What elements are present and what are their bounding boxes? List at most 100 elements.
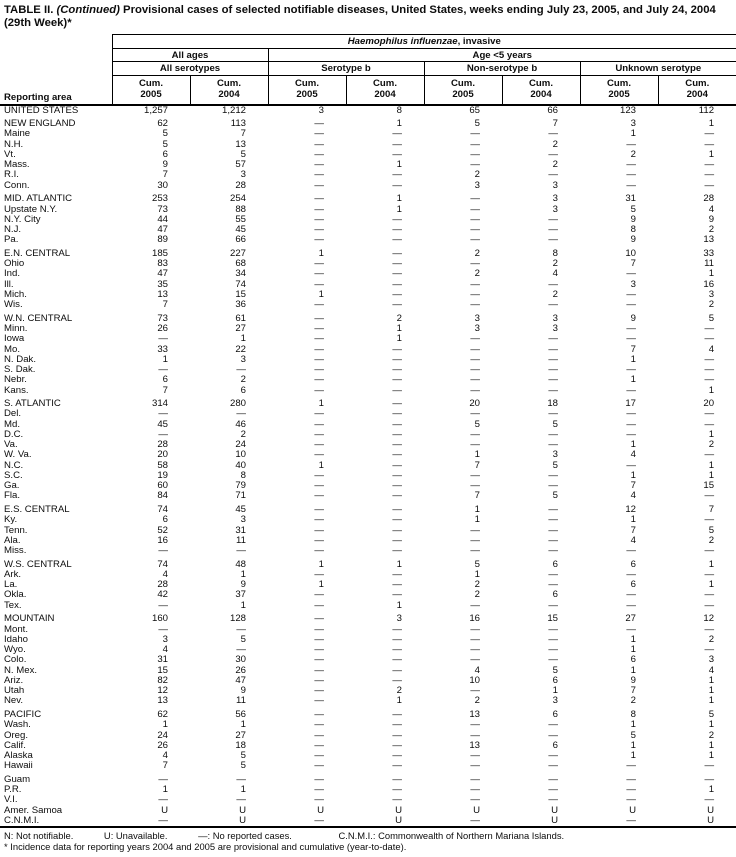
value-cell: 74 <box>157 558 168 570</box>
column-group-age-under-5: Age <5 years <box>267 48 736 62</box>
table-row: E.S. CENTRAL 74 45 — — 1 — 12 7 <box>0 502 736 516</box>
reporting-area-cell: Ohio <box>4 259 25 270</box>
value-cell: 12 <box>625 504 636 516</box>
value-cell: 16 <box>469 613 480 625</box>
value-cell: 26 <box>157 324 168 335</box>
value-cell: 254 <box>229 193 246 205</box>
value-cell: 11 <box>236 696 246 707</box>
value-cell: — <box>314 129 324 140</box>
reporting-area-cell: C.N.M.I. <box>0 815 112 829</box>
value-cell: 4 <box>708 344 715 355</box>
value-cell: 1 <box>630 375 636 386</box>
value-cell: — <box>548 655 558 666</box>
value-cell: — <box>314 334 324 345</box>
value-cell: — <box>314 429 324 440</box>
value-cell: — <box>236 645 246 656</box>
value-cell: — <box>314 180 324 191</box>
value-cell: 6 <box>162 375 168 386</box>
value-cell: 1 <box>396 600 402 611</box>
table-row: Calif. 26 18 — — 13 6 1 1 <box>0 741 736 751</box>
value-cell: 33 <box>703 247 715 259</box>
value-cell: — <box>392 214 402 225</box>
value-cell: — <box>626 795 636 806</box>
value-cell: 1 <box>630 740 636 751</box>
value-cell: 44 <box>157 214 168 225</box>
value-cell: — <box>548 515 558 526</box>
column-header-cum-2005: Cum. 2005 <box>267 75 346 106</box>
value-cell: — <box>470 149 480 160</box>
reporting-area-cell: MID. ATLANTIC <box>4 193 73 205</box>
value-cell: — <box>314 624 324 635</box>
table-row: N. Mex. 15 26 — — 4 5 1 4 <box>0 666 736 676</box>
value-cell: 6 <box>240 385 246 396</box>
value-cell: 2 <box>396 312 402 324</box>
value-cell: — <box>314 118 324 130</box>
value-cell: — <box>470 481 480 492</box>
value-cell: 2 <box>552 289 558 300</box>
value-cell: 9 <box>630 235 636 246</box>
value-cell: 7 <box>552 118 558 130</box>
value-cell: — <box>626 180 636 191</box>
value-cell: — <box>626 334 636 345</box>
value-cell: — <box>392 269 402 280</box>
table-row: Hawaii 7 5 — — — — — — <box>0 761 736 771</box>
value-cell: 6 <box>162 149 168 160</box>
value-cell: — <box>392 259 402 270</box>
value-cell: — <box>392 795 402 806</box>
value-cell: 74 <box>235 279 246 290</box>
value-cell: 6 <box>552 558 558 570</box>
value-cell: 5 <box>240 761 246 772</box>
value-cell: 45 <box>235 225 246 236</box>
value-cell: — <box>470 334 480 345</box>
value-cell: 3 <box>552 450 558 461</box>
value-cell: 6 <box>630 655 636 666</box>
value-cell: — <box>314 279 324 290</box>
value-cell: — <box>392 450 402 461</box>
table-row: Nev. 13 11 — 1 2 3 2 1 <box>0 696 736 706</box>
table-row: Va. 28 24 — — — — 1 2 <box>0 440 736 450</box>
value-cell: — <box>314 730 324 741</box>
reporting-area-cell: N.C. <box>4 460 24 471</box>
value-cell: 36 <box>235 300 246 311</box>
reporting-area-cell: Mich. <box>4 289 27 300</box>
table-row: Wash. 1 1 — — — — 1 1 <box>0 720 736 730</box>
value-cell: 73 <box>157 312 168 324</box>
value-cell: 40 <box>235 460 246 471</box>
value-cell: 47 <box>235 675 246 686</box>
value-cell: 1 <box>708 785 715 796</box>
value-cell: U <box>190 815 268 829</box>
value-cell: — <box>470 761 480 772</box>
value-cell: 6 <box>630 558 636 570</box>
value-cell: 74 <box>157 504 168 516</box>
disease-suffix: , invasive <box>457 36 501 47</box>
value-cell: 7 <box>474 460 480 471</box>
value-cell: 1 <box>630 645 636 656</box>
value-cell: 9 <box>162 160 168 171</box>
value-cell: 1 <box>630 354 636 365</box>
disease-name: Haemophilus influenzae <box>347 36 458 47</box>
value-cell: 62 <box>157 709 168 721</box>
table-row: Del. — — — — — — — — <box>0 409 736 419</box>
value-cell: — <box>548 751 558 762</box>
value-cell: — <box>704 409 715 420</box>
column-header-cum-2005: Cum. 2005 <box>111 75 190 106</box>
value-cell: 3 <box>474 324 480 335</box>
table-header: Haemophilus influenzae, invasive All age… <box>0 34 736 106</box>
value-cell: — <box>626 624 636 635</box>
value-cell: — <box>548 795 558 806</box>
table-row: N.Y. City 44 55 — — — — 9 9 <box>0 215 736 225</box>
value-cell: 6 <box>552 740 558 751</box>
value-cell: — <box>392 720 402 731</box>
value-cell: 16 <box>703 279 715 290</box>
value-cell: 1 <box>474 569 480 580</box>
value-cell: — <box>470 546 480 557</box>
table-row: Tenn. 52 31 — — — — 7 5 <box>0 526 736 536</box>
reporting-area-cell: Okla. <box>4 590 27 601</box>
value-cell: — <box>548 429 558 440</box>
value-cell: — <box>704 761 715 772</box>
value-cell: 1 <box>318 460 324 471</box>
reporting-area-cell: D.C. <box>4 429 24 440</box>
value-cell: 253 <box>151 193 168 205</box>
value-cell: 1 <box>240 569 246 580</box>
value-cell: 6 <box>552 675 558 686</box>
